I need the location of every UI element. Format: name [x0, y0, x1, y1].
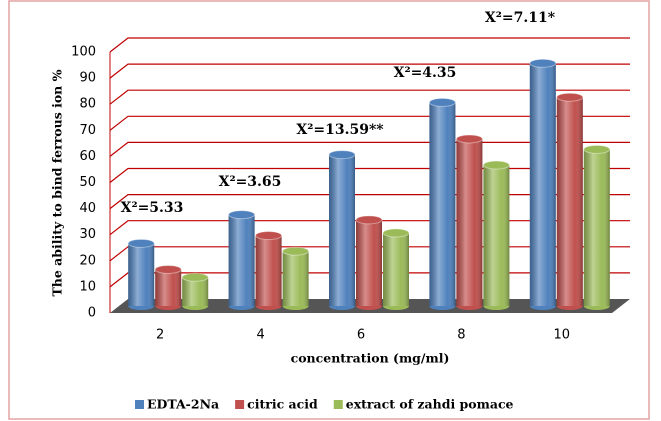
bar-top — [355, 215, 383, 225]
bar-shine — [282, 251, 309, 306]
bar-top — [428, 97, 456, 107]
annotation: X²=13.59** — [296, 122, 384, 138]
annotation: X²=3.65 — [219, 174, 282, 190]
y-tick-label: 90 — [79, 71, 96, 86]
bar-top — [529, 58, 557, 68]
bar-top — [228, 210, 256, 220]
bar-shine — [383, 232, 409, 306]
bar-shine — [429, 102, 456, 306]
bar-top — [382, 228, 410, 238]
bar-top — [455, 134, 483, 144]
y-tick-label: 70 — [79, 123, 96, 138]
bar-top — [282, 246, 310, 256]
bar-shine — [529, 63, 556, 306]
bar-top — [154, 264, 182, 274]
bar-top — [583, 144, 611, 154]
x-tick-label: 4 — [256, 328, 264, 343]
x-tick-label: 6 — [357, 328, 365, 343]
bar-shine — [155, 269, 182, 306]
bar-top — [482, 160, 510, 170]
y-tick-label: 0 — [88, 306, 96, 321]
y-tick-label: 80 — [79, 97, 96, 112]
y-axis-label: The ability to bind ferrous ion % — [50, 69, 65, 296]
x-axis-label: concentration (mg/ml) — [291, 351, 450, 366]
bar-shine — [483, 165, 510, 306]
y-tick-label: 50 — [79, 175, 96, 190]
legend-label: extract of zahdi pomace — [346, 397, 514, 412]
bar-shine — [255, 235, 282, 306]
legend-label: citric acid — [247, 397, 318, 412]
y-tick-label: 100 — [71, 45, 96, 60]
y-tick-label: 20 — [79, 253, 96, 268]
bar-shine — [583, 149, 610, 306]
bar-shine — [228, 214, 255, 306]
grid-line — [109, 89, 630, 105]
bar-shine — [182, 277, 209, 306]
x-tick-label: 8 — [457, 328, 465, 343]
bar-top — [556, 92, 584, 102]
y-tick-label: 30 — [79, 227, 96, 242]
legend-swatch — [135, 400, 144, 409]
y-tick-label: 60 — [79, 149, 96, 164]
grid-line — [109, 37, 630, 53]
annotation: X²=5.33 — [121, 200, 184, 216]
bar-top — [328, 150, 356, 160]
grid-line — [109, 115, 630, 131]
bar-top — [127, 238, 155, 248]
legend-label: EDTA-2Na — [147, 397, 219, 412]
x-tick-label: 2 — [156, 328, 164, 343]
bar-shine — [556, 97, 583, 306]
annotation: X²=7.11* — [485, 10, 556, 26]
y-tick-label: 10 — [79, 279, 96, 294]
legend-swatch — [333, 400, 343, 409]
x-tick-label: 10 — [554, 328, 571, 343]
legend-swatch — [235, 400, 245, 409]
bar-top — [255, 231, 283, 241]
bar-shine — [329, 154, 355, 306]
bar-shine — [356, 219, 382, 306]
grid-line — [109, 63, 630, 79]
y-tick-label: 40 — [79, 201, 96, 216]
bar-top — [181, 272, 209, 282]
bar-shine — [128, 243, 155, 306]
annotation: X²=4.35 — [394, 65, 457, 81]
bar-shine — [456, 138, 483, 306]
frame — [8, 0, 650, 420]
